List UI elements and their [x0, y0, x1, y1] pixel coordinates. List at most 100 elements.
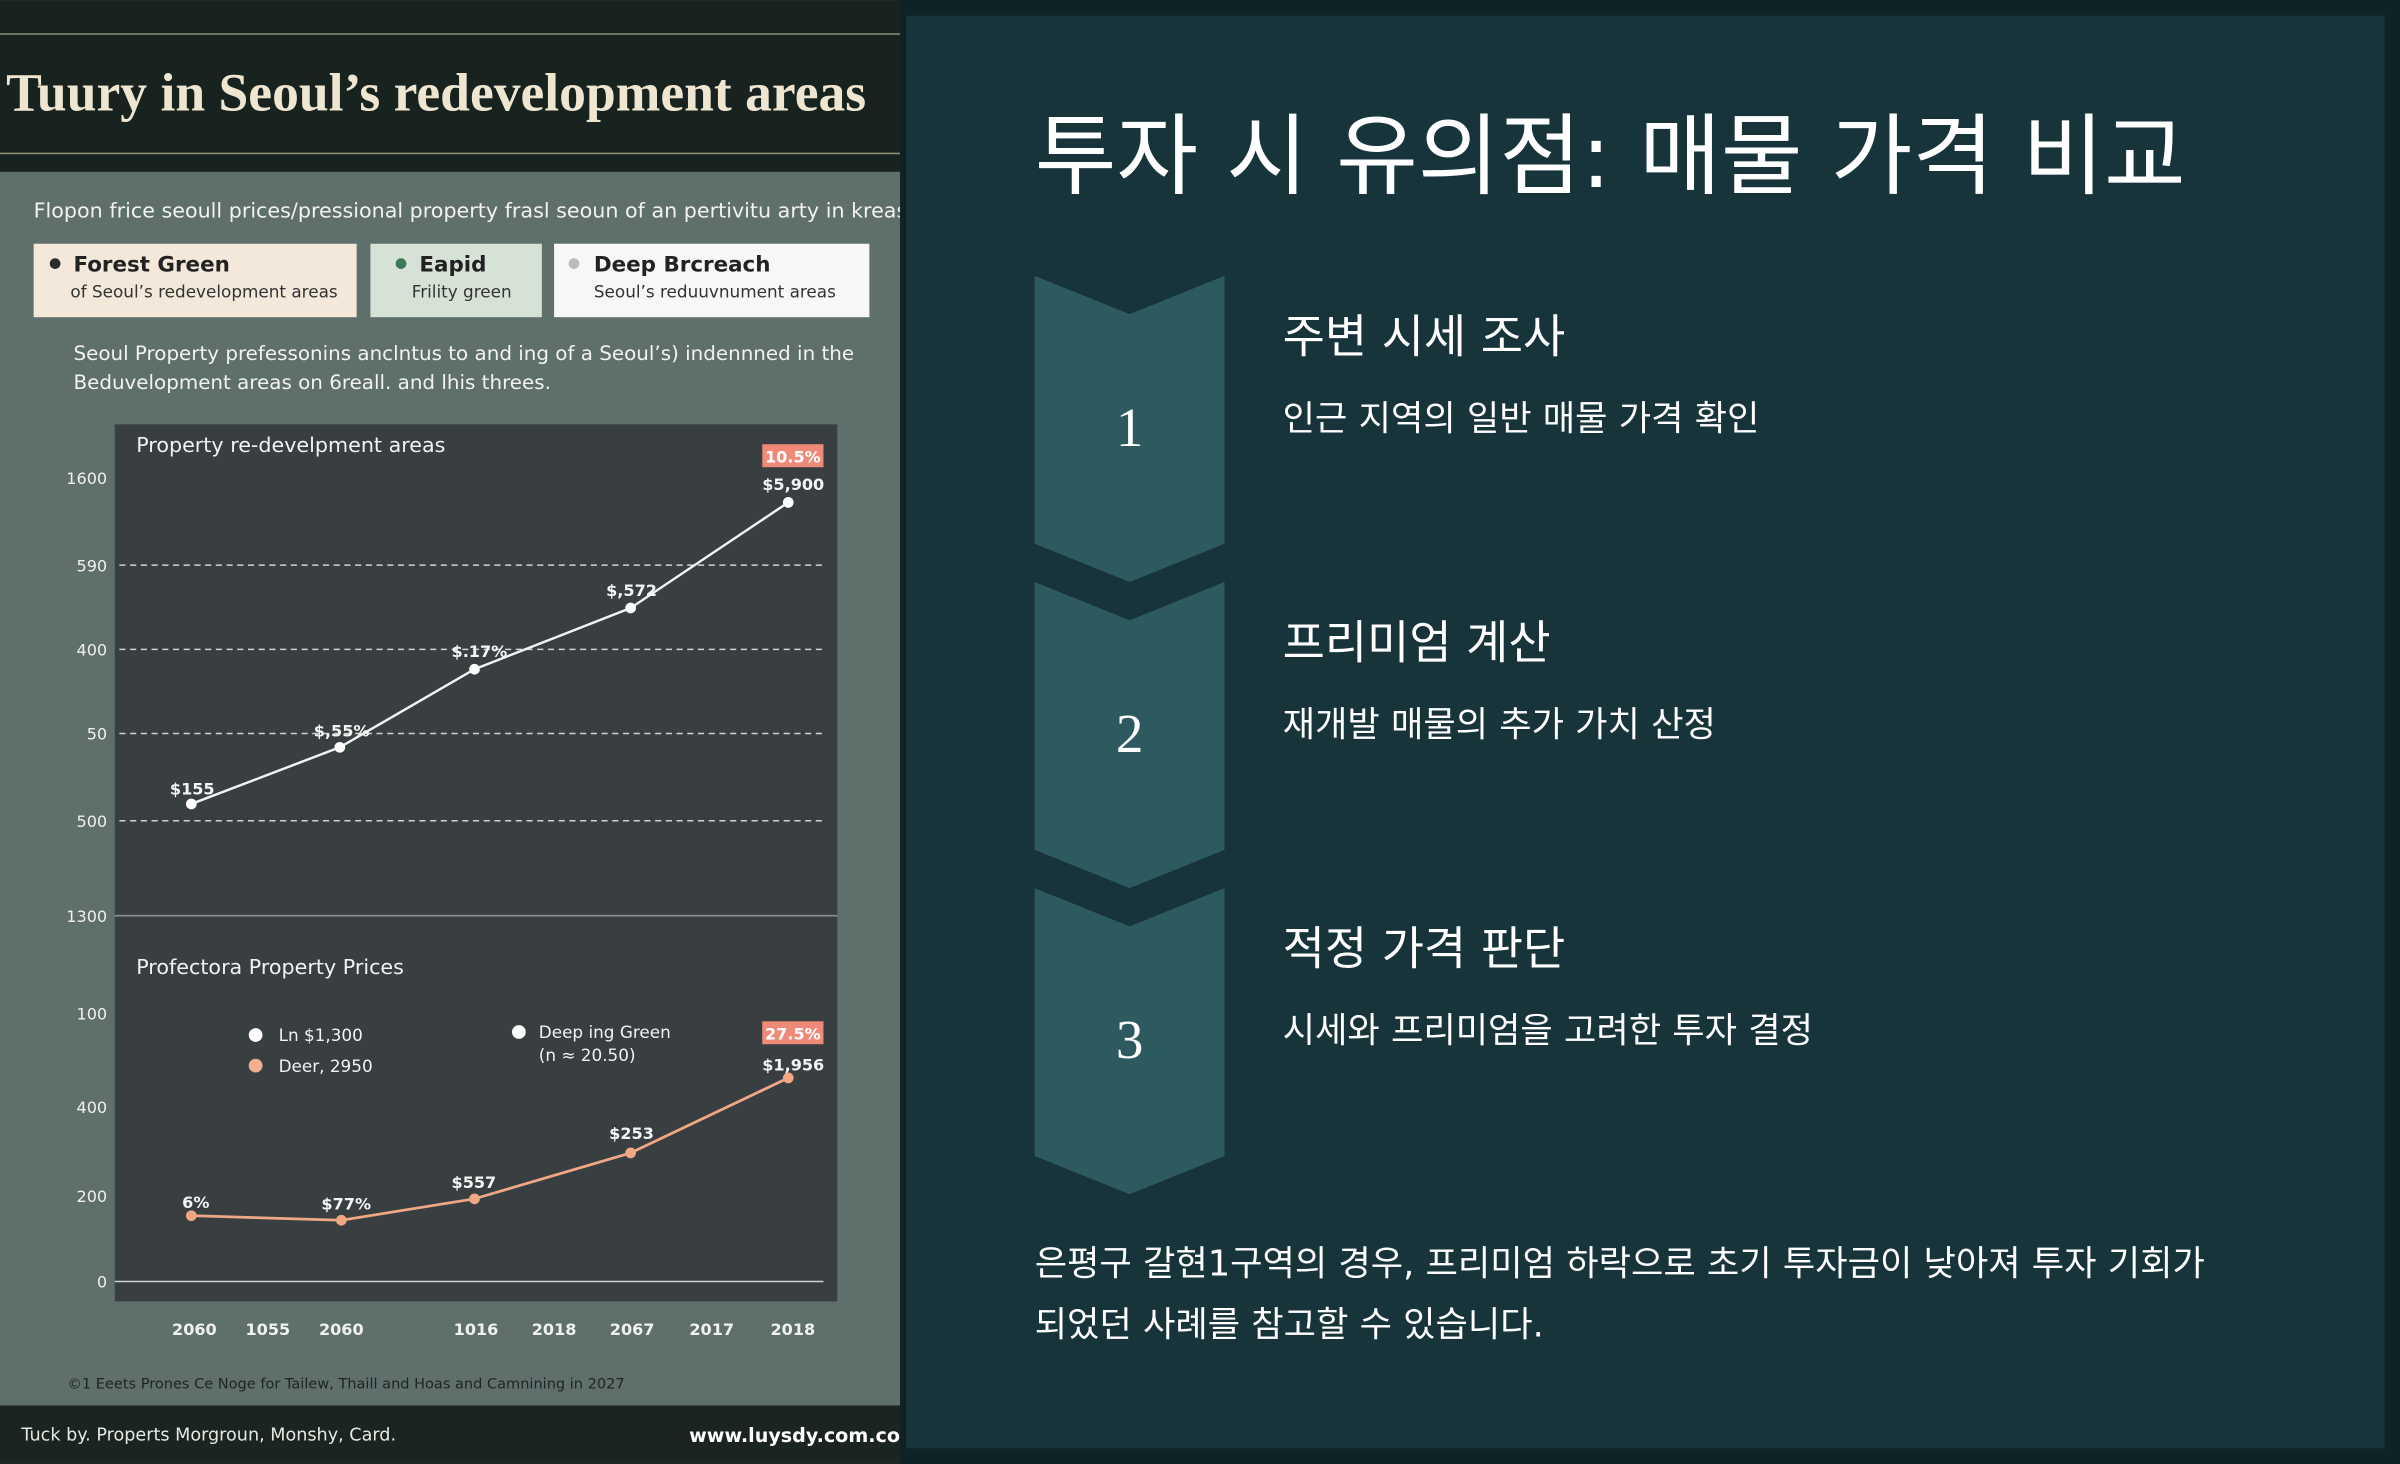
point	[185, 798, 197, 810]
description-line: Seoul Property prefessonins anclntus to …	[73, 342, 854, 365]
badge-text: 10.5%	[765, 448, 821, 467]
y-tick-label: 0	[97, 1273, 107, 1292]
chevron	[1034, 275, 1225, 582]
footer-bar	[0, 1405, 900, 1464]
step-description: 시세와 프리미엄을 고려한 투자 결정	[1283, 1011, 1813, 1052]
legend-desc: of Seoul’s redevelopment areas	[70, 281, 337, 301]
step-heading: 적정 가격 판단	[1283, 922, 1566, 976]
point-label: $155	[170, 780, 215, 799]
chart-title: Property re-develpment areas	[136, 433, 445, 457]
infographic: Tuury in Seoul’s redevelopment areas Flo…	[0, 0, 914, 1464]
point	[335, 1214, 347, 1226]
legend-dot	[49, 258, 61, 269]
x-tick-label: 1016	[454, 1320, 499, 1339]
chart-panel	[114, 424, 838, 1302]
note-line: 은평구 갈현1구역의 경우, 프리미엄 하락으로 초기 투자금이 낮아져 투자 …	[1035, 1243, 2205, 1284]
chart-legend: Ln $1,300 Deer, 2950 Deep ing Green (n ≈…	[279, 1022, 671, 1076]
legend-box	[370, 243, 542, 318]
step-number: 3	[1116, 1009, 1144, 1070]
x-ticks: 2060 1055 2060 1016 2018 2067 2017 2018	[172, 1320, 815, 1339]
point-label: $253	[609, 1124, 654, 1143]
description-line: Beduvelopment areas on 6reall. and lhis …	[73, 371, 550, 394]
legend-label: Deep ing Green	[539, 1022, 671, 1042]
y-tick-label: 400	[76, 1098, 107, 1117]
point	[782, 497, 794, 508]
point	[625, 602, 636, 614]
y-tick-label: 100	[76, 1005, 107, 1024]
x-tick-label: 2017	[689, 1320, 734, 1339]
point-labels: $155 $,55% $.17% $,572 $5,900	[170, 475, 824, 799]
footnote: ©1 Eeets Prones Ce Noge for Tailew, Thai…	[67, 1377, 624, 1393]
point	[782, 1072, 794, 1084]
legend-name: Deep Brcreach	[594, 252, 771, 277]
point	[334, 741, 346, 753]
x-tick-label: 2018	[532, 1320, 577, 1339]
slide-title: 투자 시 유의점: 매물 가격 비교	[1035, 105, 2186, 208]
point	[185, 1210, 197, 1222]
steps: 주변 시세 조사 인근 지역의 일반 매물 가격 확인 프리미엄 계산 재개발 …	[1283, 309, 1813, 1051]
point-label: $.17%	[452, 642, 508, 661]
legend-dot	[568, 258, 580, 269]
legend-label: Deer, 2950	[279, 1056, 373, 1076]
y-tick-label: 500	[76, 812, 107, 831]
point	[625, 1147, 636, 1159]
legend-name: Forest Green	[73, 252, 229, 277]
x-tick-label: 2060	[172, 1320, 217, 1339]
point-label: $5,900	[762, 475, 824, 494]
y-tick-label: 1600	[66, 469, 107, 488]
legend-desc: Seoul’s reduuvnument areas	[594, 281, 836, 301]
legend-label: (n ≈ 20.50)	[539, 1045, 636, 1065]
legend-dot	[511, 1025, 526, 1039]
x-tick-label: 2018	[770, 1320, 815, 1339]
x-tick-label: 1055	[245, 1320, 290, 1339]
note-line: 되었던 사례를 참고할 수 있습니다.	[1035, 1305, 1544, 1346]
points	[185, 497, 794, 810]
point-label: $1,956	[762, 1055, 824, 1074]
y-tick-label: 50	[87, 725, 107, 744]
step-description: 재개발 매물의 추가 가치 산정	[1283, 705, 1716, 746]
point	[469, 1193, 480, 1205]
legend-box	[33, 243, 357, 318]
point-labels: 6% $77% $557 $253 $1,956	[182, 1055, 824, 1213]
image-subtitle: Flopon frice seoull prices/pressional pr…	[34, 199, 914, 223]
image-title: Tuury in Seoul’s redevelopment areas	[6, 63, 866, 123]
legend-dot	[395, 258, 407, 269]
y-ticks: 1600 590 400 50 500 1300 100 400 200 0	[66, 469, 107, 1292]
step-description: 인근 지역의 일반 매물 가격 확인	[1283, 398, 1760, 439]
step-number: 2	[1116, 703, 1144, 764]
x-tick-label: 2067	[610, 1320, 655, 1339]
legend-dot	[248, 1058, 263, 1073]
badge-text: 27.5%	[765, 1025, 821, 1044]
y-tick-label: 400	[76, 640, 107, 659]
y-tick-label: 200	[76, 1187, 107, 1206]
point-label: 6%	[182, 1193, 209, 1212]
y-tick-label: 1300	[66, 907, 107, 926]
credit: Tuck by. Properts Morgroun, Monshy, Card…	[20, 1426, 396, 1446]
points	[185, 1072, 794, 1226]
step-number: 1	[1116, 397, 1144, 458]
point	[469, 663, 480, 675]
url: www.luysdy.com.co	[689, 1424, 900, 1447]
badge	[762, 444, 824, 468]
point-label: $,572	[606, 581, 657, 600]
point-label: $77%	[321, 1195, 371, 1214]
chevron	[1034, 582, 1225, 889]
banner	[0, 0, 900, 172]
chevron	[1034, 888, 1225, 1195]
point-label: $557	[452, 1173, 497, 1192]
legend-label: Ln $1,300	[279, 1025, 363, 1045]
y-tick-label: 590	[76, 556, 107, 575]
legend-desc: Frility green	[412, 281, 512, 301]
x-tick-label: 2060	[319, 1320, 364, 1339]
step-heading: 주변 시세 조사	[1283, 309, 1566, 363]
legend-box	[554, 243, 870, 318]
step-heading: 프리미엄 계산	[1283, 616, 1551, 670]
step-numbers: 1 2 3	[1116, 397, 1144, 1070]
chart-title: Profectora Property Prices	[136, 955, 404, 979]
legend-name: Eapid	[419, 252, 486, 277]
legend-dot	[248, 1028, 263, 1042]
badge	[762, 1021, 824, 1045]
point-label: $,55%	[314, 722, 370, 741]
